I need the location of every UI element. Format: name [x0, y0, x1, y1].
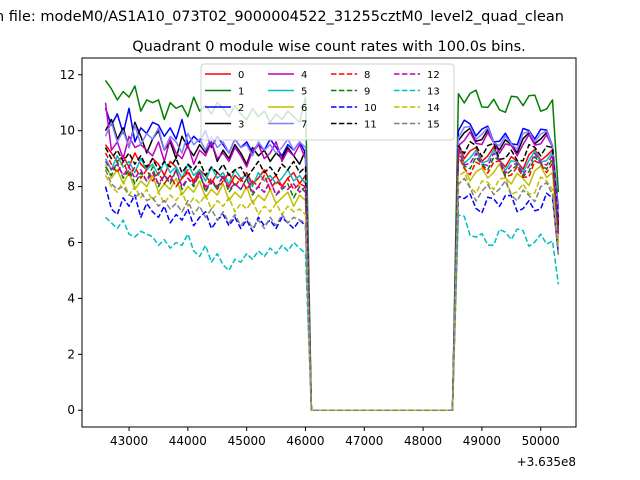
y-tick-label: 2	[67, 347, 75, 361]
legend-label-13: 13	[427, 87, 440, 98]
legend-label-1: 1	[238, 87, 244, 98]
x-tick-label: 47000	[345, 434, 383, 448]
plot-lines	[104, 79, 560, 411]
legend-label-15: 15	[427, 120, 440, 131]
series-line-10	[104, 186, 560, 411]
x-tick-label: 45000	[228, 434, 266, 448]
legend-label-4: 4	[301, 70, 307, 81]
y-tick-label: 12	[60, 68, 75, 82]
y-tick-label: 8	[67, 180, 75, 194]
x-axis: 43000 44000 45000 46000 47000 48000 49000 50000	[110, 427, 560, 448]
series-line-13	[104, 214, 560, 411]
legend-label-9: 9	[364, 87, 370, 98]
y-tick-label: 6	[67, 236, 75, 250]
series-line-15	[104, 169, 560, 411]
legend-label-2: 2	[238, 103, 244, 114]
y-tick-label: 4	[67, 291, 75, 305]
x-tick-label: 44000	[169, 434, 207, 448]
series-line-8	[104, 152, 560, 411]
y-axis: 0 2 4 6 8 10 12	[60, 68, 82, 417]
series-line-12	[104, 147, 560, 411]
legend-label-0: 0	[238, 70, 244, 81]
legend-label-11: 11	[364, 120, 377, 131]
x-tick-label: 43000	[110, 434, 148, 448]
legend-box	[200, 63, 455, 141]
legend-label-7: 7	[301, 120, 307, 131]
series-line-14	[104, 171, 560, 411]
legend-label-10: 10	[364, 103, 377, 114]
legend-label-8: 8	[364, 70, 370, 81]
series-line-2	[104, 107, 560, 411]
figure-suptitle: n file: modeM0/AS1A10_073T02_9000004522_…	[0, 9, 564, 25]
legend-label-12: 12	[427, 70, 440, 81]
x-tick-label: 46000	[286, 434, 324, 448]
chart-title: Quadrant 0 module wise count rates with …	[132, 39, 526, 55]
x-tick-label: 50000	[522, 434, 560, 448]
legend-label-5: 5	[301, 87, 307, 98]
series-line-6	[104, 157, 560, 411]
legend-label-14: 14	[427, 103, 440, 114]
x-tick-label: 48000	[404, 434, 442, 448]
y-tick-label: 10	[60, 124, 75, 138]
legend-label-6: 6	[301, 103, 307, 114]
y-tick-label: 0	[67, 403, 75, 417]
series-line-9	[104, 148, 560, 411]
series-line-5	[104, 146, 560, 411]
x-tick-label: 49000	[463, 434, 501, 448]
legend-label-3: 3	[238, 120, 244, 131]
x-offset-label: +3.635e8	[517, 455, 576, 469]
